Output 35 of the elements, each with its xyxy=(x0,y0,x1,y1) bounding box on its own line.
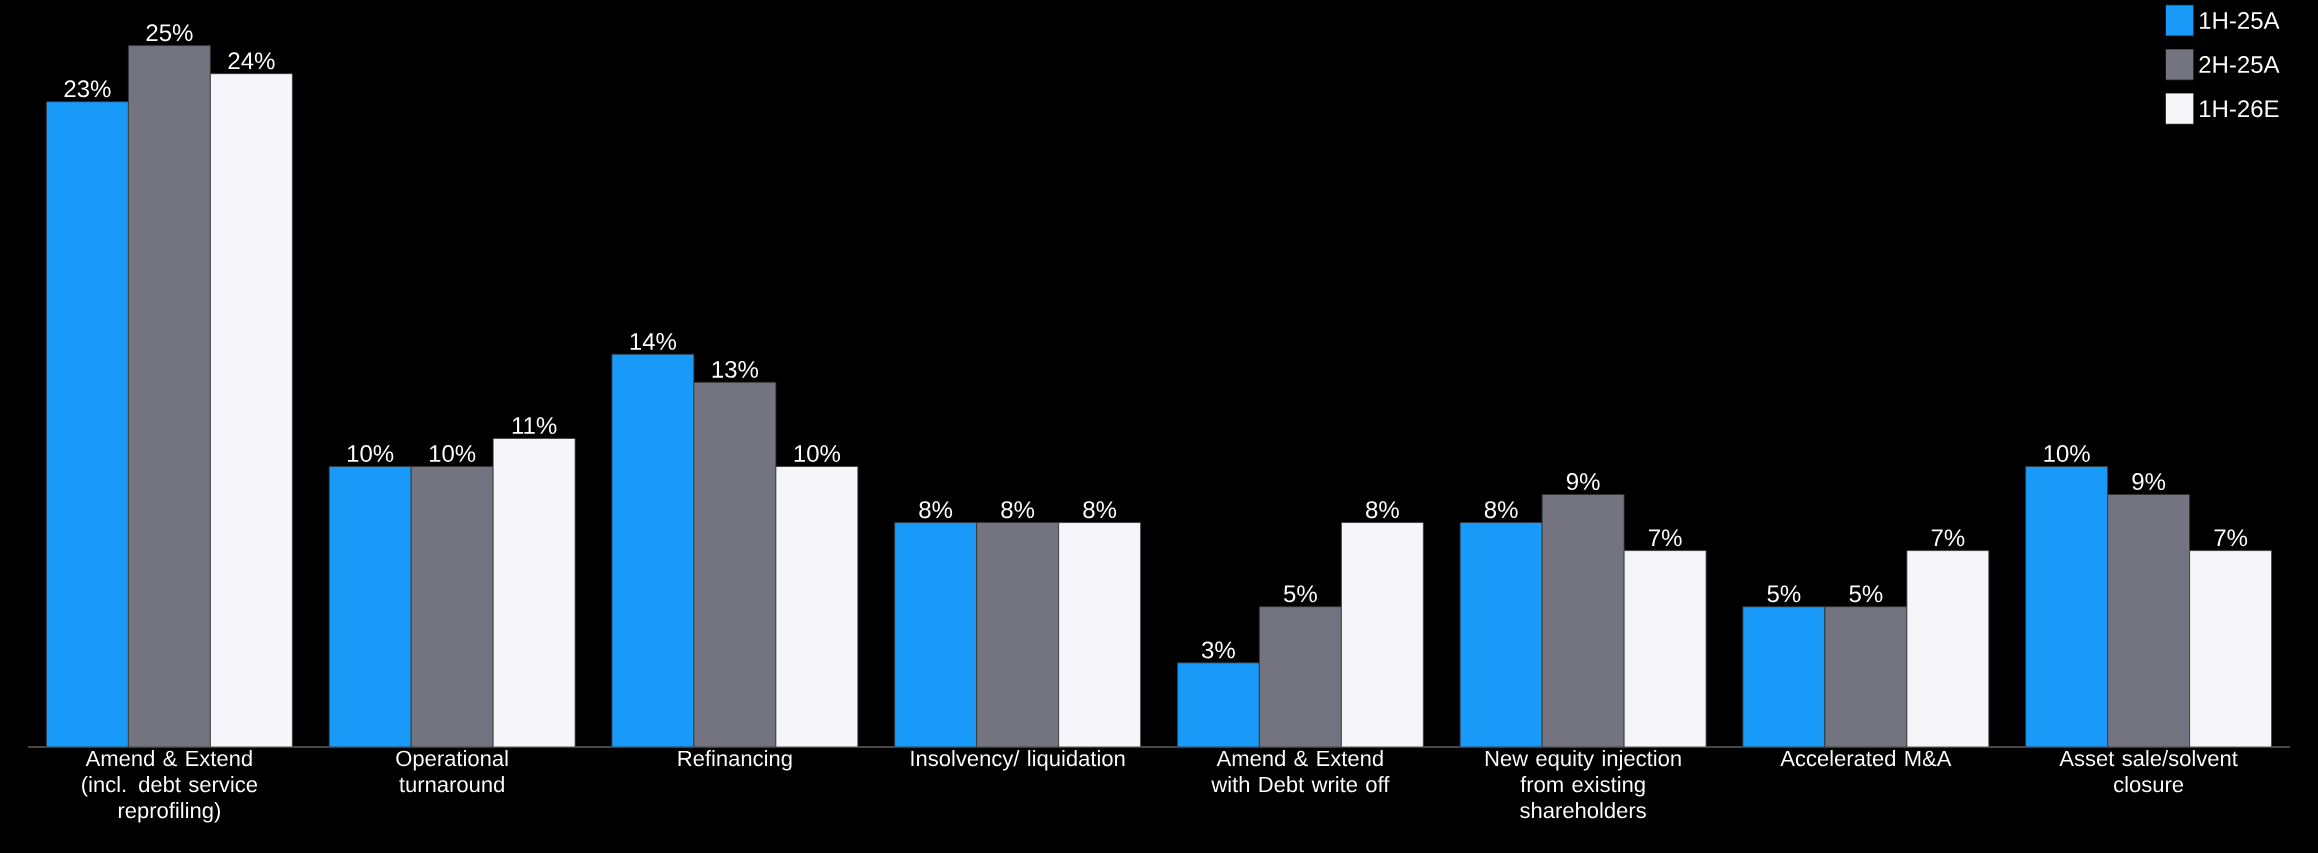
data-label: 5% xyxy=(1767,585,1801,603)
data-label: 3% xyxy=(1201,641,1235,659)
data-label: 11% xyxy=(512,417,557,434)
data-label: 24% xyxy=(228,52,275,70)
x-tick-label: Operational turnaround xyxy=(396,750,508,793)
data-label: 8% xyxy=(1001,501,1035,519)
data-label: 5% xyxy=(1849,585,1883,603)
data-label: 5% xyxy=(1284,585,1317,603)
data-label: 10% xyxy=(2044,445,2090,463)
data-label: 8% xyxy=(919,501,953,519)
x-tick-label: Insolvency/ liquidation xyxy=(911,750,1125,771)
x-tick-label: Amend & Extend with Debt write off xyxy=(1211,750,1390,793)
data-label: 10% xyxy=(429,445,476,463)
x-tick-label: Refinancing xyxy=(678,750,792,771)
x-tick-label: Amend & Extend (incl. debt service reprofiling) xyxy=(82,750,258,823)
data-label: 14% xyxy=(630,333,677,350)
data-label: 9% xyxy=(2132,473,2166,491)
legend-label: 2H-25A xyxy=(2199,56,2280,74)
x-tick-label: Accelerated M&A xyxy=(1780,750,1952,767)
data-label: 25% xyxy=(146,24,193,42)
data-label: 8% xyxy=(1366,501,1399,519)
data-label: 7% xyxy=(1649,529,1682,547)
data-label: 10% xyxy=(347,445,394,463)
data-label: 8% xyxy=(1484,501,1518,519)
data-label: 10% xyxy=(794,445,841,463)
data-label: 7% xyxy=(2214,529,2248,547)
data-label: 23% xyxy=(64,80,111,98)
x-tick-label: Asset sale/solvent closure xyxy=(2059,750,2238,793)
legend-label: 1H-25A xyxy=(2200,12,2280,29)
data-label: 13% xyxy=(712,360,759,378)
legend-label: 1H-26E xyxy=(2200,100,2279,118)
data-label: 9% xyxy=(1566,473,1600,491)
data-label: 8% xyxy=(1083,501,1117,519)
x-tick-label: New equity injection from existing shareholders xyxy=(1485,750,1681,819)
data-label: 7% xyxy=(1931,529,1965,547)
